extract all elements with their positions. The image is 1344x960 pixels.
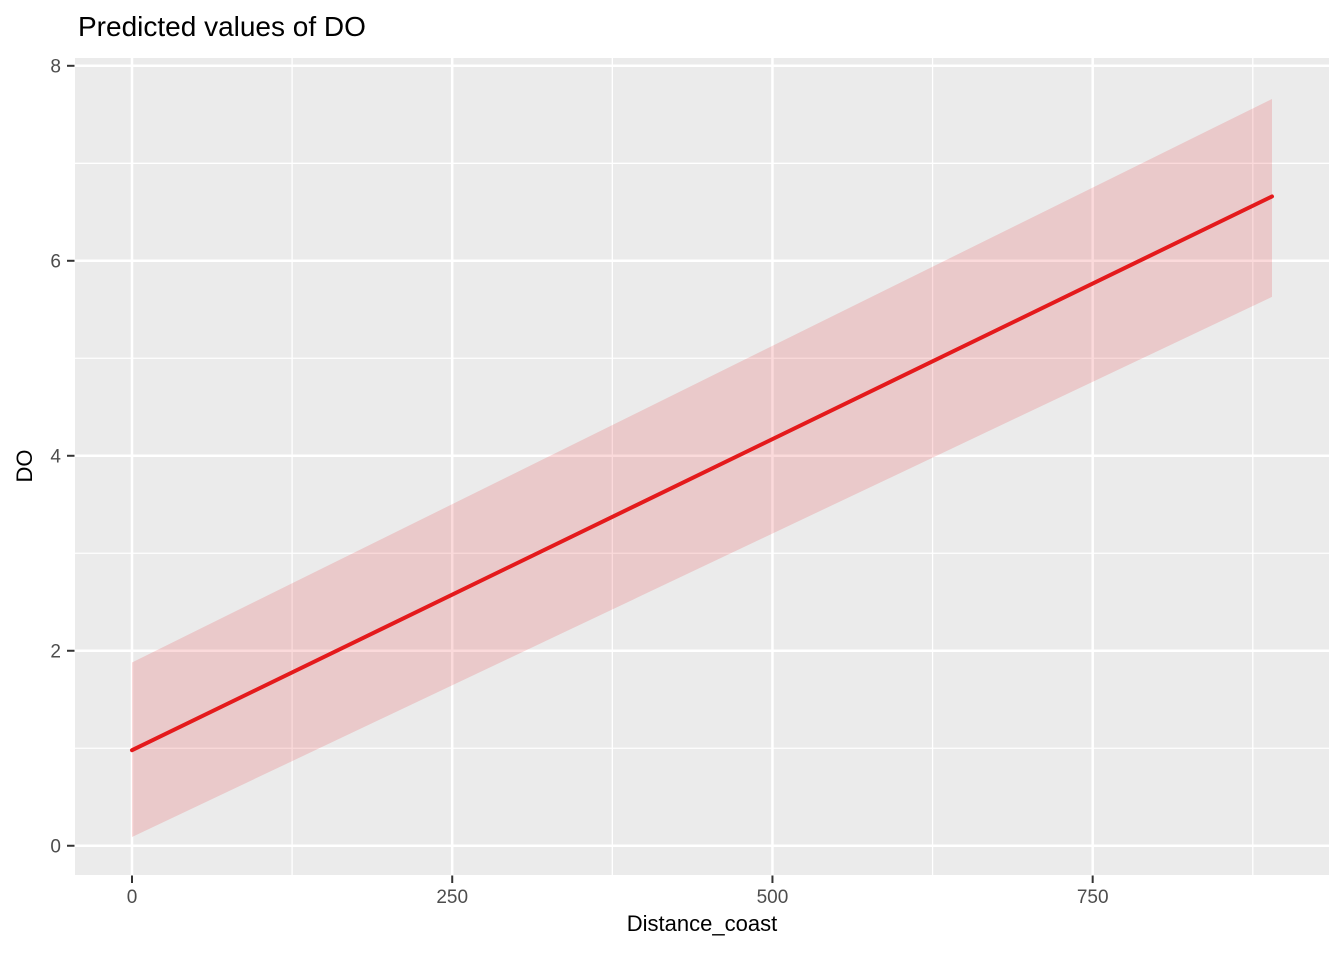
y-tick-label: 6 [50, 251, 61, 272]
y-tick-label: 0 [50, 836, 61, 857]
x-tick-label: 250 [436, 887, 468, 908]
fitted-line [130, 194, 1274, 753]
y-tick-label: 2 [50, 641, 61, 662]
x-axis-title: Distance_coast [626, 911, 778, 936]
y-tick-label: 4 [50, 446, 61, 467]
plot-title: Predicted values of DO [78, 11, 366, 42]
x-tick-label: 0 [127, 887, 138, 908]
x-tick-label: 500 [757, 887, 789, 908]
plot-panel [75, 58, 1329, 875]
y-tick-label: 8 [50, 56, 61, 77]
y-axis-title: DO [12, 449, 37, 483]
confidence-ribbon [132, 98, 1272, 837]
x-tick-label: 750 [1077, 887, 1109, 908]
